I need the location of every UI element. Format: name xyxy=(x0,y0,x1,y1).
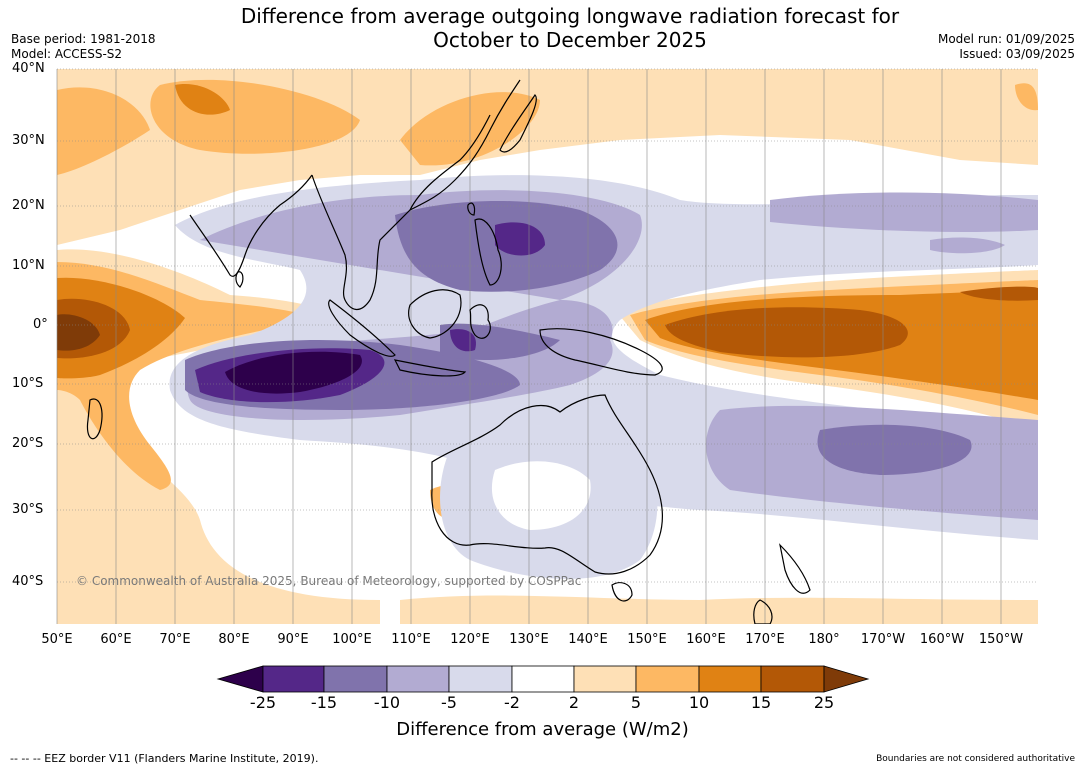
colorbar-swatch-1 xyxy=(262,665,325,693)
anomaly-field xyxy=(57,69,1038,624)
colorbar-label: 10 xyxy=(688,693,710,712)
colorbar-swatch-above xyxy=(823,665,870,693)
lon-label-90e: 90°E xyxy=(277,632,309,647)
colorbar-label: 25 xyxy=(813,693,835,712)
lon-label-70e: 70°E xyxy=(159,632,191,647)
colorbar-swatch-8 xyxy=(698,665,762,693)
australia-coast xyxy=(431,394,663,575)
colorbar-swatch-5 xyxy=(511,665,575,693)
metadata-right: Model run: 01/09/2025 Issued: 03/09/2025 xyxy=(938,32,1075,62)
china-coast xyxy=(409,114,491,211)
lat-label-30n: 30°N xyxy=(12,133,45,148)
boundaries-disclaimer: Boundaries are not considered authoritat… xyxy=(876,754,1075,764)
lon-label-170e: 170°E xyxy=(745,632,785,647)
lat-label-40s: 40°S xyxy=(12,574,44,589)
colorbar-swatch-2 xyxy=(323,665,388,693)
india-coast xyxy=(189,174,313,277)
new-zealand-coast xyxy=(753,543,811,624)
title-line-1: Difference from average outgoing longwav… xyxy=(240,4,900,28)
model-name: Model: ACCESS-S2 xyxy=(11,47,123,61)
map-title: Difference from average outgoing longwav… xyxy=(0,4,1085,52)
sulawesi-coast xyxy=(469,304,491,339)
lat-label-30s: 30°S xyxy=(12,502,44,517)
colorbar-swatch-7 xyxy=(635,665,700,693)
lon-label-100e: 100°E xyxy=(332,632,372,647)
tasmania-coast xyxy=(611,582,633,602)
colorbar-swatch-9 xyxy=(760,665,825,693)
borneo-coast xyxy=(408,289,462,339)
colorbar-label: -2 xyxy=(504,693,520,712)
issued-date: Issued: 03/09/2025 xyxy=(959,47,1075,61)
colorbar-swatch-6 xyxy=(573,665,637,693)
lat-label-10n: 10°N xyxy=(12,258,45,273)
southeast-asia-coast xyxy=(311,79,521,310)
lon-label-80e: 80°E xyxy=(218,632,250,647)
coastlines xyxy=(86,79,811,624)
lat-label-20n: 20°N xyxy=(12,198,45,213)
japan-coast xyxy=(499,94,537,153)
colorbar-label: 2 xyxy=(568,693,580,712)
lat-label-0: 0° xyxy=(33,317,48,332)
copyright-notice: © Commonwealth of Australia 2025, Bureau… xyxy=(76,574,582,588)
colorbar-label: 5 xyxy=(630,693,642,712)
philippines-coast xyxy=(474,218,502,286)
colorbar-label: 15 xyxy=(750,693,772,712)
metadata-left: Base period: 1981-2018 Model: ACCESS-S2 xyxy=(11,32,156,62)
graticule xyxy=(56,68,1038,624)
colorbar-label: -25 xyxy=(249,693,277,712)
eez-border-note: -- -- -- EEZ border V11 (Flanders Marine… xyxy=(10,752,319,765)
colorbar-label: -15 xyxy=(310,693,338,712)
sumatra-coast xyxy=(328,299,396,357)
model-run-date: Model run: 01/09/2025 xyxy=(937,32,1075,46)
lon-label-50e: 50°E xyxy=(41,632,73,647)
lon-label-130e: 130°E xyxy=(509,632,549,647)
lon-label-150e: 150°E xyxy=(627,632,667,647)
colorbar-label: -10 xyxy=(373,693,401,712)
lon-label-150w: 150°W xyxy=(978,632,1024,647)
sri-lanka-coast xyxy=(235,271,244,288)
lon-label-160w: 160°W xyxy=(919,632,965,647)
lat-label-40n: 40°N xyxy=(12,61,45,76)
taiwan-coast xyxy=(467,202,476,216)
java-coast xyxy=(393,359,467,377)
colorbar-swatch-4 xyxy=(448,665,513,693)
colorbar-label: -5 xyxy=(441,693,457,712)
lon-label-180: 180° xyxy=(808,632,840,647)
new-guinea-coast xyxy=(539,328,663,376)
lon-label-110e: 110°E xyxy=(391,632,431,647)
lat-label-10s: 10°S xyxy=(12,376,44,391)
colorbar-title: Difference from average (W/m2) xyxy=(396,719,689,740)
lon-label-60e: 60°E xyxy=(100,632,132,647)
title-line-2: October to December 2025 xyxy=(433,28,707,52)
madagascar-coast xyxy=(86,398,103,440)
lat-label-20s: 20°S xyxy=(12,436,44,451)
base-period: Base period: 1981-2018 xyxy=(11,32,156,46)
colorbar-swatch-3 xyxy=(386,665,450,693)
lon-label-170w: 170°W xyxy=(860,632,906,647)
lon-label-120e: 120°E xyxy=(450,632,490,647)
lon-label-160e: 160°E xyxy=(686,632,726,647)
lon-label-140e: 140°E xyxy=(568,632,608,647)
colorbar-swatch-below xyxy=(216,665,264,693)
colorbar xyxy=(216,665,870,693)
